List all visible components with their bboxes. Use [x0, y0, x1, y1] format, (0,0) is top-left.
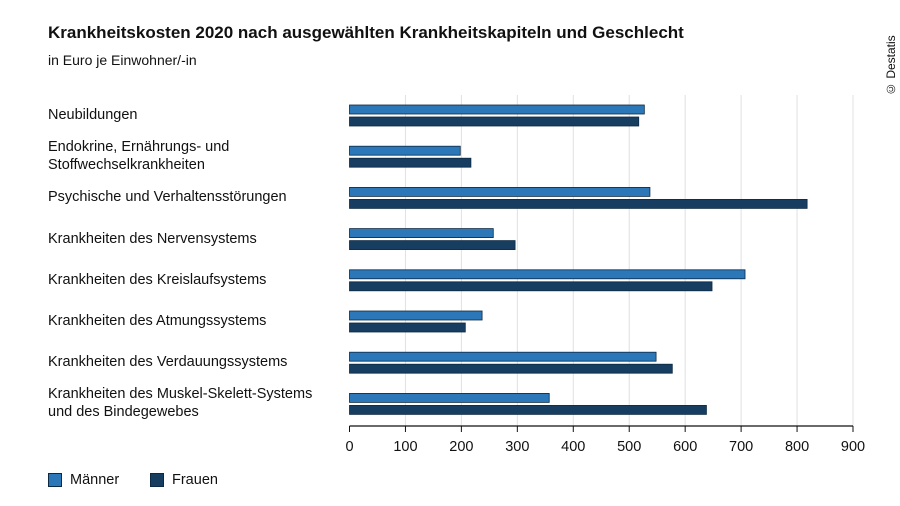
legend-swatch: [150, 473, 164, 487]
chart-title: Krankheitskosten 2020 nach ausgewählten …: [48, 23, 684, 42]
category-label: Krankheiten des Muskel-Skelett-Systems un…: [48, 385, 312, 421]
bar-maenner: [349, 351, 657, 362]
x-tick-label: 700: [729, 439, 753, 455]
x-tick-label: 800: [785, 439, 809, 455]
category-label-line: Krankheiten des Kreislaufsystems: [48, 271, 267, 288]
legend-label: Frauen: [172, 472, 218, 488]
category-label-line: Neubildungen: [48, 107, 138, 123]
bar-maenner: [349, 228, 494, 239]
category-label: Krankheiten des Kreislaufsystems: [48, 271, 266, 289]
bar-frauen: [349, 322, 466, 333]
bar-frauen: [349, 198, 808, 209]
category-label: Endokrine, Ernährungs- und Stoffwechselkr…: [48, 138, 229, 174]
category-label-line: Krankheiten des Verdauungssystems: [48, 354, 288, 371]
bar-frauen: [349, 281, 713, 292]
bar-frauen: [349, 363, 673, 374]
category-label: Neubildungen: [48, 106, 138, 124]
x-tick-label: 500: [617, 439, 641, 455]
legend-item-maenner: Männer: [48, 472, 119, 488]
legend-item-frauen: Frauen: [150, 472, 218, 488]
category-label-line: Krankheiten des Nervensystems: [48, 230, 257, 247]
bar-frauen: [349, 240, 516, 251]
x-tick-label: 900: [841, 439, 865, 455]
category-label: Psychische und Verhaltensstörungen: [48, 188, 287, 206]
bar-maenner: [349, 392, 550, 403]
bar-maenner: [349, 310, 483, 321]
x-tick-label: 100: [393, 439, 417, 455]
bar-frauen: [349, 157, 472, 168]
chart-subtitle: in Euro je Einwohner/-in: [48, 52, 197, 68]
bar-frauen: [349, 116, 640, 127]
x-tick-label: 200: [449, 439, 473, 455]
x-tick-label: 0: [345, 439, 353, 455]
category-label-line: und des Bindegewebes: [48, 404, 199, 421]
bar-maenner: [349, 269, 746, 280]
category-label: Krankheiten des Verdauungssystems: [48, 353, 287, 371]
x-tick-label: 400: [561, 439, 585, 455]
category-label-line: Stoffwechselkrankheiten: [48, 157, 205, 174]
bar-frauen: [349, 404, 707, 415]
category-label-line: Krankheiten des Muskel-Skelett-Systems: [48, 386, 313, 403]
bar-maenner: [349, 186, 651, 197]
x-tick-label: 600: [673, 439, 697, 455]
category-label-line: Endokrine, Ernährungs- und: [48, 139, 230, 156]
category-label: Krankheiten des Nervensystems: [48, 230, 257, 248]
x-tick-label: 300: [505, 439, 529, 455]
category-label-line: Krankheiten des Atmungssystems: [48, 313, 267, 329]
category-label: Krankheiten des Atmungssystems: [48, 312, 266, 330]
legend-label: Männer: [70, 472, 120, 488]
bar-maenner: [349, 145, 461, 156]
legend-swatch: [48, 473, 62, 487]
bar-maenner: [349, 104, 645, 115]
category-label-line: Psychische und Verhaltensstörungen: [48, 189, 287, 206]
